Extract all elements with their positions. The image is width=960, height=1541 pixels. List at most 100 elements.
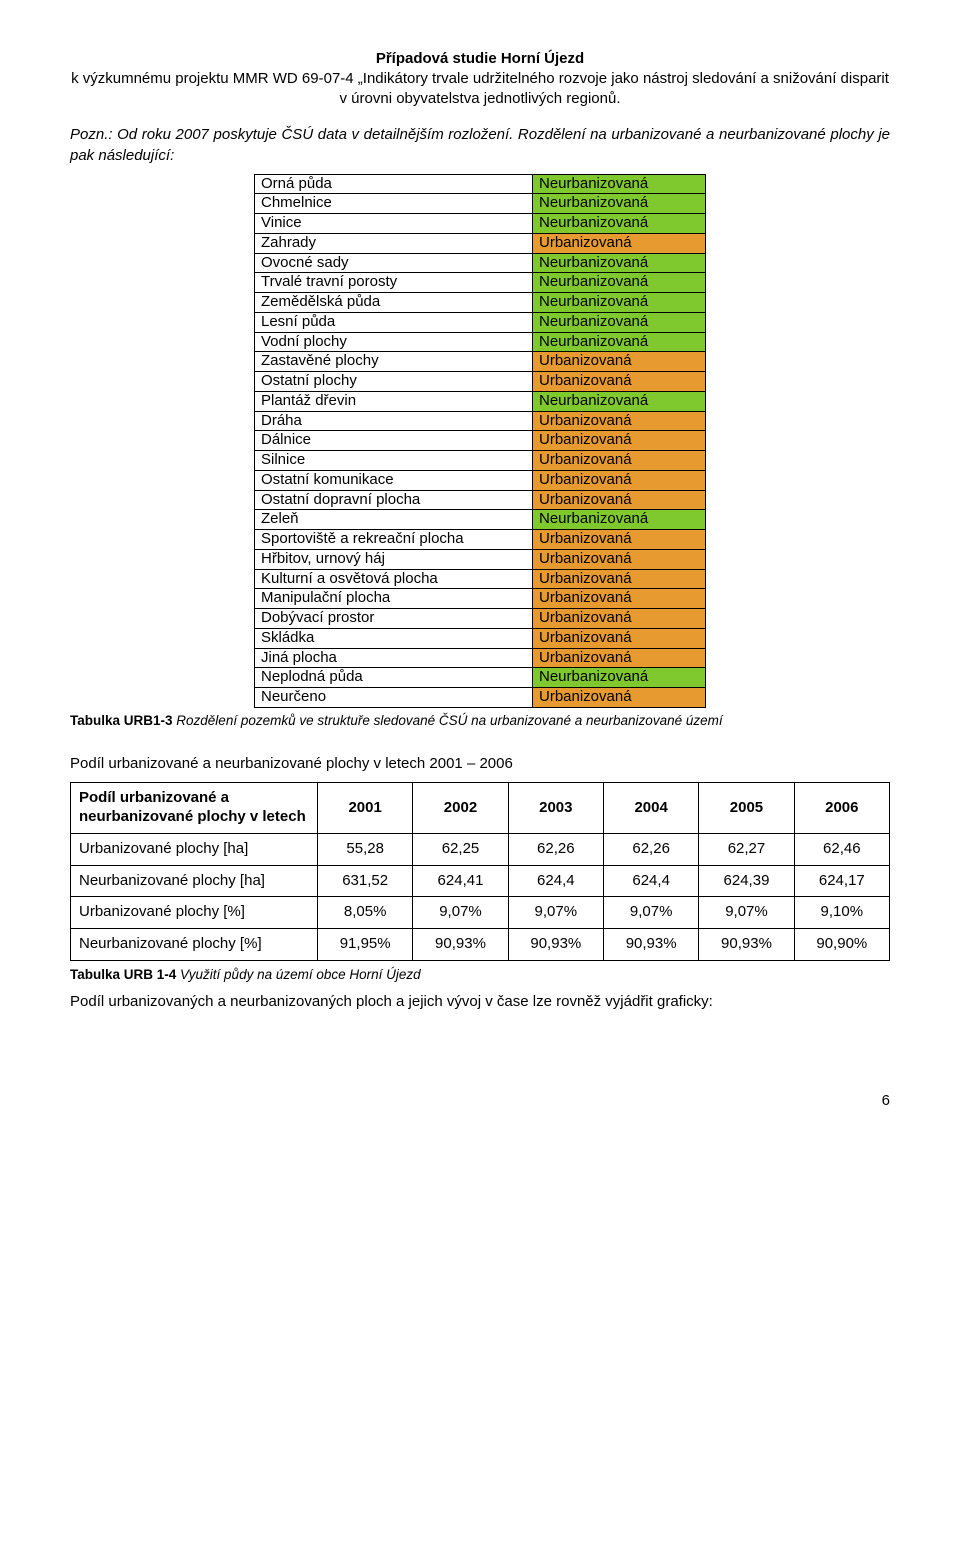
t2-year: 2004 — [603, 783, 698, 834]
t2-cell: 90,93% — [413, 929, 508, 961]
table-row-value: Neurbanizovaná — [533, 214, 706, 234]
t2-cell: 8,05% — [318, 897, 413, 929]
table-row-value: Urbanizovaná — [533, 490, 706, 510]
table-row-value: Neurbanizovaná — [533, 391, 706, 411]
t2-year: 2003 — [508, 783, 603, 834]
table-row-label: Lesní půda — [255, 312, 533, 332]
table-row-label: Dobývací prostor — [255, 609, 533, 629]
table-row-value: Neurbanizovaná — [533, 510, 706, 530]
table-row-label: Ostatní plochy — [255, 372, 533, 392]
table-row-value: Urbanizovaná — [533, 431, 706, 451]
table-row-value: Neurbanizovaná — [533, 253, 706, 273]
table-row-value: Urbanizovaná — [533, 451, 706, 471]
t2-cell: 90,93% — [508, 929, 603, 961]
table-row-value: Urbanizovaná — [533, 372, 706, 392]
table-row-label: Trvalé travní porosty — [255, 273, 533, 293]
doc-subtitle: k výzkumnému projektu MMR WD 69-07-4 „In… — [70, 69, 890, 110]
doc-title: Případová studie Horní Újezd — [70, 50, 890, 67]
table-row-value: Urbanizovaná — [533, 589, 706, 609]
table-row-value: Neurbanizovaná — [533, 174, 706, 194]
t2-year: 2005 — [699, 783, 794, 834]
table-row-label: Neurčeno — [255, 688, 533, 708]
table-row-value: Urbanizovaná — [533, 530, 706, 550]
t2-cell: 631,52 — [318, 865, 413, 897]
t2-cell: 62,27 — [699, 833, 794, 865]
table2-caption-bold: Tabulka URB 1-4 — [70, 967, 176, 982]
table-row-value: Neurbanizovaná — [533, 273, 706, 293]
section-heading: Podíl urbanizované a neurbanizované ploc… — [70, 755, 890, 772]
t2-cell: 624,39 — [699, 865, 794, 897]
table-row-value: Urbanizovaná — [533, 233, 706, 253]
share-table: Podíl urbanizované a neurbanizované ploc… — [70, 782, 890, 961]
table-row-value: Neurbanizovaná — [533, 293, 706, 313]
page-number: 6 — [70, 1092, 890, 1109]
table-row-label: Neplodná půda — [255, 668, 533, 688]
table2-caption-italic: Využití půdy na území obce Horní Újezd — [176, 967, 420, 982]
land-classification-table: Orná půdaNeurbanizovanáChmelniceNeurbani… — [254, 174, 706, 708]
t2-year: 2006 — [794, 783, 889, 834]
table-row-value: Neurbanizovaná — [533, 668, 706, 688]
table-row-label: Sportoviště a rekreační plocha — [255, 530, 533, 550]
table-row-value: Neurbanizovaná — [533, 332, 706, 352]
table2-caption: Tabulka URB 1-4 Využití půdy na území ob… — [70, 967, 890, 982]
t2-row-label: Urbanizované plochy [%] — [71, 897, 318, 929]
table-row-label: Vodní plochy — [255, 332, 533, 352]
table-row-value: Neurbanizovaná — [533, 194, 706, 214]
t2-year: 2001 — [318, 783, 413, 834]
table-row-label: Zemědělská půda — [255, 293, 533, 313]
table-row-label: Jiná plocha — [255, 648, 533, 668]
table-row-value: Neurbanizovaná — [533, 312, 706, 332]
table1-caption-italic: Rozdělení pozemků ve struktuře sledované… — [173, 713, 723, 728]
table-row-value: Urbanizovaná — [533, 352, 706, 372]
table-row-label: Plantáž dřevin — [255, 391, 533, 411]
t2-cell: 62,26 — [603, 833, 698, 865]
t2-cell: 55,28 — [318, 833, 413, 865]
t2-cell: 90,90% — [794, 929, 889, 961]
table-row-value: Urbanizovaná — [533, 411, 706, 431]
table-row-label: Zastavěné plochy — [255, 352, 533, 372]
table-row-value: Urbanizovaná — [533, 688, 706, 708]
t2-cell: 624,41 — [413, 865, 508, 897]
t2-cell: 9,07% — [603, 897, 698, 929]
t2-cell: 91,95% — [318, 929, 413, 961]
table-row-value: Urbanizovaná — [533, 569, 706, 589]
table-row-label: Ovocné sady — [255, 253, 533, 273]
t2-year: 2002 — [413, 783, 508, 834]
t2-cell: 62,46 — [794, 833, 889, 865]
t2-cell: 90,93% — [699, 929, 794, 961]
t2-row-label: Neurbanizované plochy [ha] — [71, 865, 318, 897]
table-row-value: Urbanizovaná — [533, 648, 706, 668]
table-row-label: Manipulační plocha — [255, 589, 533, 609]
t2-row-label: Urbanizované plochy [ha] — [71, 833, 318, 865]
table-row-label: Zeleň — [255, 510, 533, 530]
table1-caption: Tabulka URB1-3 Rozdělení pozemků ve stru… — [70, 712, 890, 730]
table-row-label: Ostatní dopravní plocha — [255, 490, 533, 510]
table-row-value: Urbanizovaná — [533, 470, 706, 490]
table-row-value: Urbanizovaná — [533, 628, 706, 648]
table-row-label: Ostatní komunikace — [255, 470, 533, 490]
table-row-value: Urbanizovaná — [533, 609, 706, 629]
table-row-label: Vinice — [255, 214, 533, 234]
t2-cell: 90,93% — [603, 929, 698, 961]
t2-head-left: Podíl urbanizované a neurbanizované ploc… — [71, 783, 318, 834]
t2-cell: 62,26 — [508, 833, 603, 865]
table-row-label: Kulturní a osvětová plocha — [255, 569, 533, 589]
t2-cell: 9,07% — [413, 897, 508, 929]
table-row-label: Hřbitov, urnový háj — [255, 549, 533, 569]
t2-cell: 9,07% — [699, 897, 794, 929]
table-row-label: Zahrady — [255, 233, 533, 253]
closing-paragraph: Podíl urbanizovaných a neurbanizovaných … — [70, 992, 890, 1012]
t2-cell: 9,07% — [508, 897, 603, 929]
table-row-label: Skládka — [255, 628, 533, 648]
table-row-label: Chmelnice — [255, 194, 533, 214]
t2-cell: 9,10% — [794, 897, 889, 929]
table-row-label: Dálnice — [255, 431, 533, 451]
table-row-label: Dráha — [255, 411, 533, 431]
t2-cell: 624,17 — [794, 865, 889, 897]
table-row-value: Urbanizovaná — [533, 549, 706, 569]
table-row-label: Silnice — [255, 451, 533, 471]
t2-cell: 624,4 — [508, 865, 603, 897]
t2-row-label: Neurbanizované plochy [%] — [71, 929, 318, 961]
t2-cell: 624,4 — [603, 865, 698, 897]
table-row-label: Orná půda — [255, 174, 533, 194]
